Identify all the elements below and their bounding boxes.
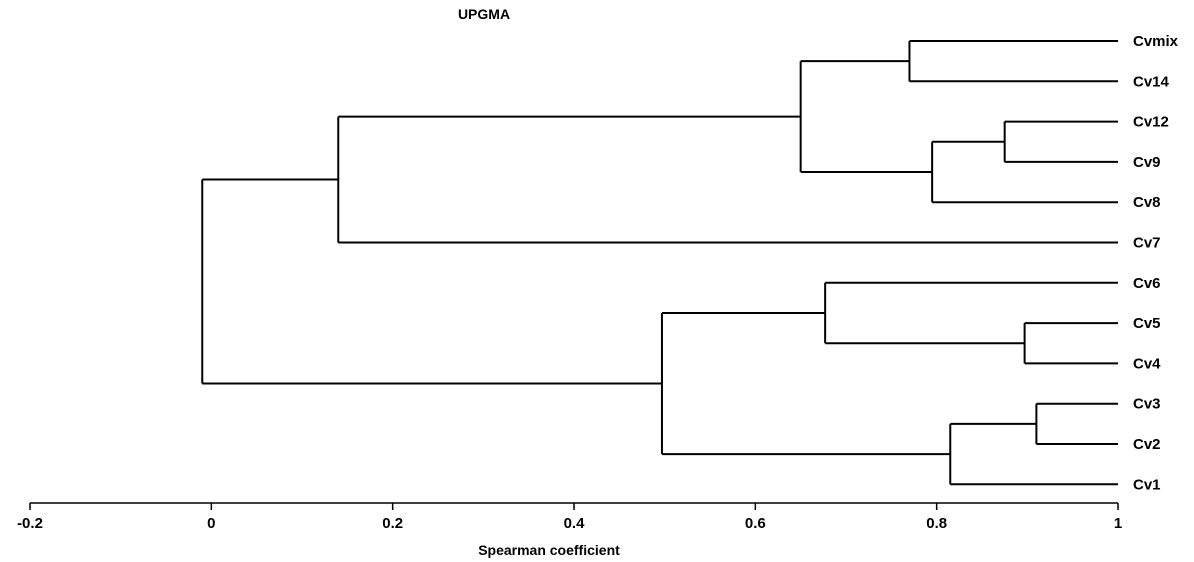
leaf-label: Cv3 xyxy=(1133,396,1161,413)
leaf-label: Cv8 xyxy=(1133,194,1161,211)
x-axis-label: Spearman coefficient xyxy=(478,542,620,558)
x-tick-label: 0.2 xyxy=(382,515,403,532)
leaf-label: Cv1 xyxy=(1133,476,1161,493)
x-tick-label: 0.4 xyxy=(564,515,586,532)
x-tick-label: 0.6 xyxy=(745,515,766,532)
leaf-label: Cv9 xyxy=(1133,154,1161,171)
x-axis: -0.2 0 0.2 0.4 0.6 0.8 1 xyxy=(17,502,1122,532)
leaf-labels: Cvmix Cv14 Cv12 Cv9 Cv8 Cv7 Cv6 Cv5 Cv4 Cv3 Cv2 Cv1 xyxy=(1133,33,1179,493)
dendrogram-branches xyxy=(201,40,1118,486)
x-tick-label: 0.8 xyxy=(926,515,947,532)
x-tick-label: -0.2 xyxy=(17,515,43,532)
leaf-label: Cv5 xyxy=(1133,315,1161,332)
leaf-label: Cv6 xyxy=(1133,275,1161,292)
leaf-label: Cv7 xyxy=(1133,235,1161,252)
leaf-label: Cv12 xyxy=(1133,114,1169,131)
leaf-label: Cv14 xyxy=(1133,73,1170,90)
leaf-label: Cv2 xyxy=(1133,436,1161,453)
x-tick-label: 0 xyxy=(207,515,215,532)
chart-title: UPGMA xyxy=(458,6,510,22)
leaf-label: Cvmix xyxy=(1133,33,1179,50)
x-tick-label: 1 xyxy=(1114,515,1122,532)
leaf-label: Cv4 xyxy=(1133,355,1161,372)
